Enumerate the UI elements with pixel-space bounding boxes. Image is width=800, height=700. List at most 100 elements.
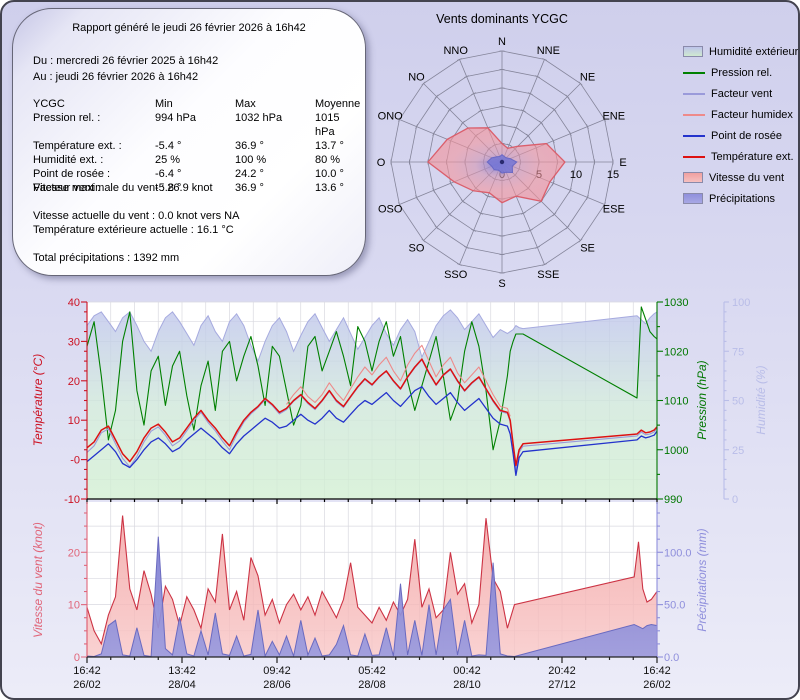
rose-spoke-tick (542, 263, 547, 266)
x-tick-time-label: 05:42 (358, 665, 386, 677)
rose-spoke-tick (460, 199, 465, 204)
rose-direction-label: S (498, 278, 505, 290)
humidity-axis-title: Humidité (%) (754, 365, 768, 434)
rose-spoke-tick (603, 117, 606, 122)
pressure-axis-tick-label: 1020 (664, 346, 688, 358)
legend-item: Vitesse du vent (683, 167, 798, 188)
rose-spoke-tick (586, 124, 589, 130)
rose-spoke-tick (398, 117, 401, 122)
stats-cell: 36.9 ° (235, 182, 264, 194)
rose-spoke-tick (447, 107, 452, 112)
legend-item: Pression rel. (683, 62, 798, 83)
temperature-axis-tick-label: 40 (68, 297, 80, 309)
humidity-axis-tick-label: 50 (732, 396, 744, 408)
stats-row: Température ext. : -5.4 ° 36.9 ° 13.7 ° (33, 139, 355, 153)
rose-direction-label: NNO (443, 45, 468, 57)
stats-row: Pression rel. : 994 hPa 1032 hPa 1015 hPa (33, 111, 355, 139)
rose-spoke-tick (527, 92, 533, 95)
x-tick-time-label: 00:42 (453, 665, 481, 677)
legend-label: Pression rel. (711, 66, 773, 79)
rose-spoke-tick (520, 211, 526, 215)
legend-swatch-line-icon (683, 134, 705, 137)
rose-spoke-tick (506, 143, 512, 147)
rose-spoke-tick (464, 75, 470, 78)
report-summary-box: Rapport généré le jeudi 26 février 2026 … (12, 8, 366, 276)
stats-header-row: YCGC Min Max Moyenne (33, 97, 360, 111)
rose-direction-label: SE (580, 243, 595, 255)
stats-cell: -6.4 ° (155, 168, 182, 180)
wind-axis-tick-label: 0 (74, 652, 80, 664)
x-tick-time-label: 09:42 (263, 665, 291, 677)
pressure-axis-tick-label: 990 (664, 494, 682, 506)
timeseries-charts: 40302010-0-10103010201010100099010075502… (31, 297, 768, 691)
stats-cell: 24.2 ° (235, 168, 264, 180)
temperature-axis (81, 301, 88, 500)
rose-direction-label: ONO (378, 111, 404, 123)
stats-cell: Min (155, 98, 173, 110)
wind-axis (81, 502, 88, 658)
temperature-axis-tick-label: -0 (70, 455, 80, 467)
rose-spoke-tick (471, 229, 477, 232)
rose-spoke-tick (586, 194, 589, 200)
pressure-axis-tick-label: 1000 (664, 445, 688, 457)
rose-spoke-tick (415, 124, 418, 130)
legend-label: Facteur vent (711, 87, 773, 100)
legend-swatch-line-icon (683, 71, 705, 74)
rose-spoke-tick (565, 94, 570, 99)
stats-row: Facteur vent : -5.8 ° 36.9 ° 13.6 ° (33, 181, 355, 195)
pressure-axis (656, 301, 663, 500)
rose-spoke-tick (460, 120, 465, 125)
rose-spoke-tick (534, 246, 540, 249)
stats-cell: -5.4 ° (155, 140, 182, 152)
rose-spoke-tick (578, 238, 583, 243)
temperature-axis-title: Température (°C) (31, 354, 45, 446)
stats-cell: Température ext. : (33, 140, 122, 152)
legend-label: Facteur humidex (711, 108, 793, 121)
total-precip-line: Total précipitations : 1392 mm (33, 252, 180, 264)
pressure-axis-tick-label: 1030 (664, 297, 688, 309)
wind-axis-tick-label: 10 (68, 600, 80, 612)
legend-item: Température ext. (683, 146, 798, 167)
x-tick-date-label: 26/02 (643, 679, 671, 691)
temperature-axis-tick-label: 30 (68, 336, 80, 348)
x-tick-date-label: 28/06 (263, 679, 291, 691)
stats-cell: YCGC (33, 98, 65, 110)
series-precipitations-area (86, 536, 658, 658)
rose-spoke-tick (449, 180, 453, 186)
stats-cell: 994 hPa (155, 112, 196, 124)
rose-spoke-tick (432, 131, 435, 137)
stats-cell: 100 % (235, 154, 267, 166)
legend-swatch-area-icon (683, 172, 703, 183)
chart-legend: Humidité extérieure Pression rel. Facteur … (683, 41, 800, 209)
humidity-axis-tick-label: 75 (732, 346, 744, 358)
series-pression-rel- (86, 306, 658, 451)
rose-spoke-tick (534, 75, 540, 78)
report-title: Rapport généré le jeudi 26 février 2026 … (72, 22, 306, 34)
rose-spoke-tick (457, 58, 462, 61)
legend-label: Humidité extérieure (709, 45, 800, 58)
pressure-axis-tick-label: 1010 (664, 396, 688, 408)
legend-label: Précipitations (709, 192, 776, 205)
stats-row: Point de rosée : -6.4 ° 24.2 ° 10.0 ° (33, 167, 355, 181)
rose-spoke-tick (434, 225, 439, 230)
rose-spoke-tick (478, 109, 484, 113)
rose-spoke-tick (421, 238, 426, 243)
humidity-axis-tick-label: 25 (732, 445, 744, 457)
stats-cell: 10.0 ° (315, 168, 344, 180)
stats-cell: 13.6 ° (315, 182, 344, 194)
series-humidite-exterieure-edge (86, 309, 658, 363)
x-tick-date-label: 26/02 (73, 679, 101, 691)
rose-spoke-tick (478, 211, 484, 215)
humidity-axis-tick-label: 100 (732, 297, 750, 309)
temperature-axis-tick-label: -10 (64, 494, 80, 506)
rose-direction-label: NNE (537, 45, 560, 57)
legend-swatch-area-icon (683, 46, 703, 57)
rose-spoke-tick (552, 107, 557, 112)
stats-cell: Pression rel. : (33, 112, 101, 124)
legend-swatch-area-icon (683, 193, 703, 204)
rose-direction-label: SO (408, 243, 424, 255)
rose-radial-tick-label: 10 (570, 169, 582, 181)
pressure-axis-title: Pression (hPa) (695, 360, 709, 439)
current-temp-line: Température extérieure actuelle : 16.1 °… (33, 224, 234, 236)
x-tick-time-label: 13:42 (168, 665, 196, 677)
